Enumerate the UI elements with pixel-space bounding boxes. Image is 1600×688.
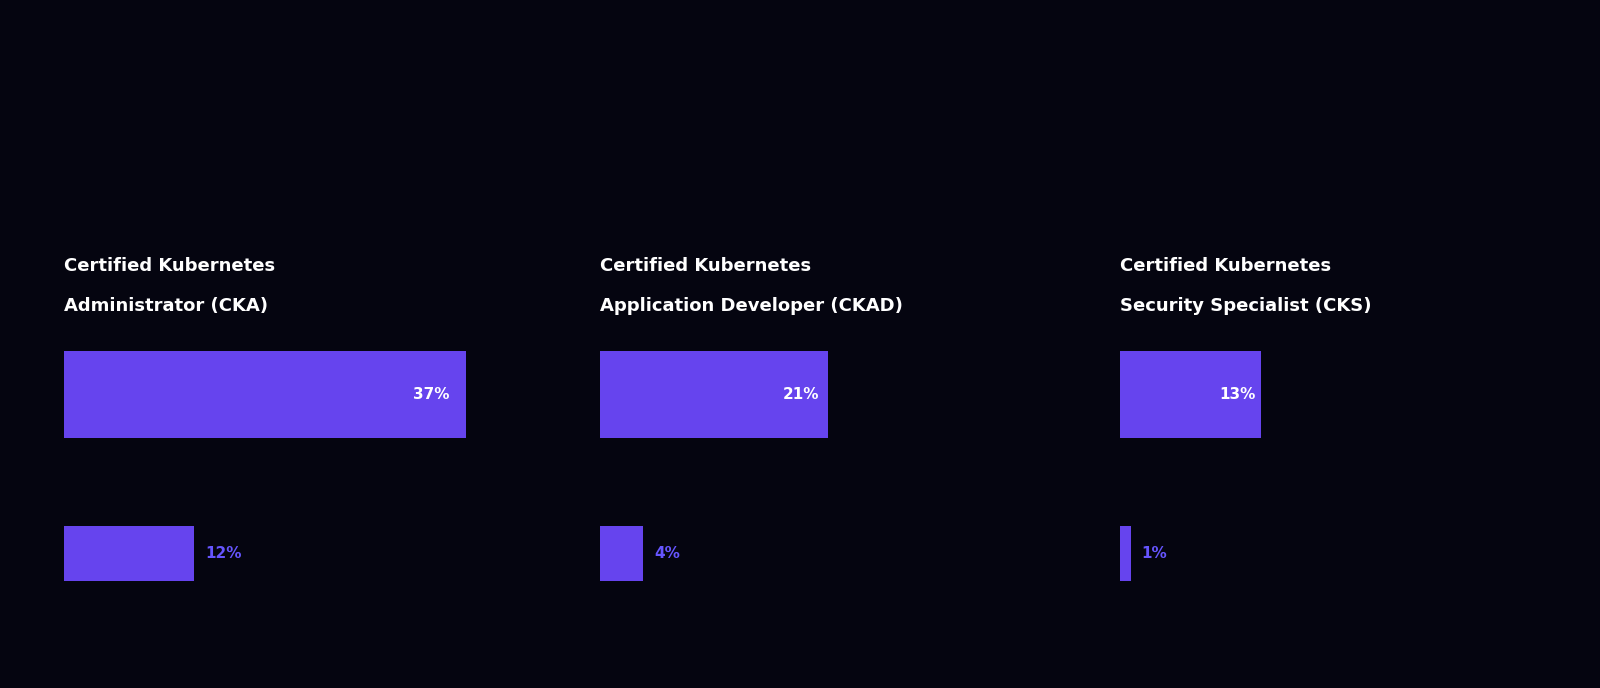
Text: 37%: 37% xyxy=(413,387,450,402)
Bar xyxy=(64,526,194,581)
Text: 4%: 4% xyxy=(654,546,680,561)
Text: 21%: 21% xyxy=(782,387,819,402)
Text: Certified Kubernetes: Certified Kubernetes xyxy=(600,257,811,275)
Text: 12%: 12% xyxy=(205,546,242,561)
Text: Administrator (CKA): Administrator (CKA) xyxy=(64,297,269,314)
Text: 13%: 13% xyxy=(1219,387,1256,402)
Text: 1%: 1% xyxy=(1142,546,1168,561)
Bar xyxy=(1120,526,1131,581)
Text: Certified Kubernetes: Certified Kubernetes xyxy=(64,257,275,275)
Bar xyxy=(1120,351,1261,438)
Bar xyxy=(600,351,829,438)
Bar xyxy=(600,526,643,581)
Bar xyxy=(64,351,466,438)
Text: Application Developer (CKAD): Application Developer (CKAD) xyxy=(600,297,902,314)
Text: Certified Kubernetes: Certified Kubernetes xyxy=(1120,257,1331,275)
Text: Security Specialist (CKS): Security Specialist (CKS) xyxy=(1120,297,1371,314)
